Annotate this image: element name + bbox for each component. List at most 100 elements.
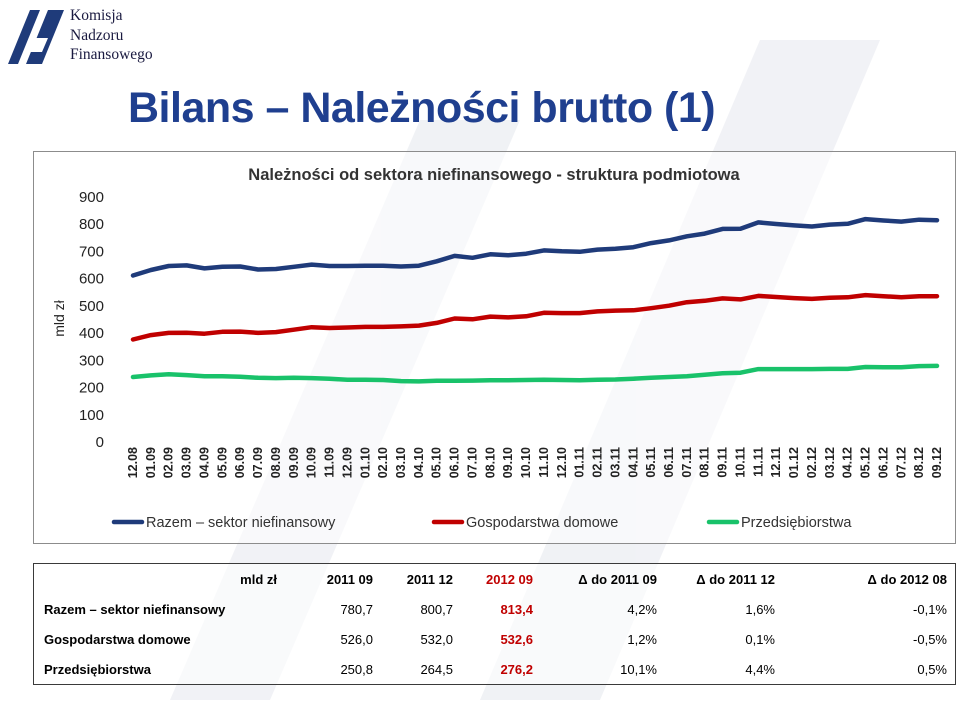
table-cell: 813,4 — [500, 601, 533, 617]
table-cell: 10,1% — [620, 661, 657, 677]
table-cell: -0,1% — [913, 601, 947, 617]
series-line — [130, 292, 940, 342]
line-chart: Należności od sektora niefinansowego - s… — [33, 151, 956, 544]
x-tick-label: 08.11 — [698, 447, 712, 478]
table-column-header: 2011 09 — [326, 571, 373, 587]
logo-line: Finansowego — [70, 46, 153, 63]
table-column-header: 2012 09 — [486, 571, 533, 587]
logo-text: Komisja Nadzoru Finansowego — [70, 6, 153, 65]
x-tick-label: 10.10 — [519, 447, 533, 478]
x-tick-label: 09.10 — [501, 447, 515, 478]
x-tick-label: 03.11 — [608, 447, 622, 478]
chart-title: Należności od sektora niefinansowego - s… — [248, 166, 740, 184]
table-cell: 1,2% — [627, 631, 657, 647]
x-axis-ticks: 12.08 01.09 02.09 03.09 04.09 05.09 06.09 07.09… — [126, 447, 944, 478]
x-tick-label: 02.11 — [591, 447, 605, 478]
y-tick-label: 800 — [79, 216, 104, 233]
table-cell: 276,2 — [500, 661, 533, 677]
chart-svg: Należności od sektora niefinansowego - s… — [51, 166, 944, 531]
table-column-header: 2011 12 — [406, 571, 453, 587]
x-tick-label: 12.11 — [769, 447, 783, 478]
y-axis-ticks: 0 100 200 300 400 500 600 700 800 900 — [79, 189, 104, 451]
summary-table: mld zł 2011 09 2011 12 2012 09 Δ do 2011… — [33, 563, 956, 685]
legend-label: Przedsiębiorstwa — [741, 515, 852, 531]
x-tick-label: 03.10 — [394, 447, 408, 478]
y-tick-label: 400 — [79, 325, 104, 342]
x-tick-label: 01.10 — [358, 447, 372, 478]
x-tick-label: 02.10 — [376, 447, 390, 478]
x-tick-label: 04.10 — [412, 447, 426, 478]
x-tick-label: 06.12 — [876, 447, 890, 478]
x-tick-label: 11.11 — [751, 447, 765, 477]
y-tick-label: 100 — [79, 407, 104, 424]
x-tick-label: 11.10 — [537, 447, 551, 478]
x-tick-label: 07.10 — [465, 447, 479, 478]
x-tick-label: 07.09 — [251, 447, 265, 478]
table-row: Przedsiębiorstwa 250,8 264,5 276,2 10,1%… — [34, 654, 957, 684]
legend-label: Gospodarstwa domowe — [466, 515, 618, 531]
table-cell: 0,1% — [745, 631, 775, 647]
x-tick-label: 07.11 — [680, 447, 694, 478]
series-lines — [130, 216, 940, 384]
row-label: Przedsiębiorstwa — [44, 661, 151, 677]
x-tick-label: 11.09 — [323, 447, 337, 478]
x-tick-label: 09.09 — [287, 447, 301, 478]
knf-logo-mark — [8, 10, 64, 64]
table-header-row: mld zł 2011 09 2011 12 2012 09 Δ do 2011… — [34, 564, 957, 594]
table-cell: 264,5 — [420, 661, 453, 677]
table-cell: 526,0 — [340, 631, 373, 647]
table-cell: 250,8 — [340, 661, 373, 677]
x-tick-label: 04.12 — [841, 447, 855, 478]
x-tick-label: 01.11 — [573, 447, 587, 478]
x-tick-label: 06.11 — [662, 447, 676, 478]
x-tick-label: 03.12 — [823, 447, 837, 478]
row-label: Razem – sektor niefinansowy — [44, 601, 226, 617]
table-cell: 0,5% — [917, 661, 947, 677]
legend-label: Razem – sektor niefinansowy — [146, 515, 336, 531]
table-column-header: Δ do 2011 09 — [578, 571, 657, 587]
table-cell: -0,5% — [913, 631, 947, 647]
table-row: Razem – sektor niefinansowy 780,7 800,7 … — [34, 594, 957, 624]
y-tick-label: 900 — [79, 189, 104, 206]
x-tick-label: 04.09 — [197, 447, 211, 478]
x-tick-label: 01.12 — [787, 447, 801, 478]
table-cell: 4,4% — [745, 661, 775, 677]
x-tick-label: 08.12 — [912, 447, 926, 478]
y-tick-label: 600 — [79, 271, 104, 288]
x-tick-label: 05.11 — [644, 447, 658, 478]
x-tick-label: 02.12 — [805, 447, 819, 478]
table-cell: 800,7 — [420, 601, 453, 617]
table-cell: 1,6% — [745, 601, 775, 617]
series-line — [130, 363, 940, 384]
series-line — [130, 216, 940, 278]
y-tick-label: 0 — [96, 434, 104, 451]
x-tick-label: 10.09 — [305, 447, 319, 478]
table-cell: 780,7 — [340, 601, 373, 617]
y-axis-label: mld zł — [51, 299, 67, 336]
legend: Razem – sektor niefinansowy Gospodarstwa … — [111, 515, 852, 531]
x-tick-label: 12.10 — [555, 447, 569, 478]
x-tick-label: 09.11 — [716, 447, 730, 478]
table-unit-header: mld zł — [240, 571, 277, 587]
x-tick-label: 12.08 — [126, 447, 140, 478]
x-tick-label: 05.09 — [215, 447, 229, 478]
logo-line: Komisja — [70, 7, 123, 24]
table-cell: 4,2% — [627, 601, 657, 617]
logo-line: Nadzoru — [70, 26, 124, 44]
y-tick-label: 300 — [79, 352, 104, 369]
x-tick-label: 12.09 — [340, 447, 354, 478]
slide-title: Bilans – Należności brutto (1) — [128, 84, 716, 132]
y-tick-label: 700 — [79, 243, 104, 260]
x-tick-label: 06.10 — [448, 447, 462, 478]
table-row: Gospodarstwa domowe 526,0 532,0 532,6 1,… — [34, 624, 957, 654]
table-column-header: Δ do 2012 08 — [867, 571, 947, 587]
table-cell: 532,6 — [500, 631, 533, 647]
knf-logo: Komisja Nadzoru Finansowego — [4, 4, 174, 68]
x-tick-label: 01.09 — [144, 447, 158, 478]
x-tick-label: 08.09 — [269, 447, 283, 478]
x-tick-label: 03.09 — [180, 447, 194, 478]
x-tick-label: 02.09 — [162, 447, 176, 478]
x-tick-label: 09.12 — [930, 447, 944, 478]
y-tick-label: 200 — [79, 380, 104, 397]
x-tick-label: 05.12 — [859, 447, 873, 478]
